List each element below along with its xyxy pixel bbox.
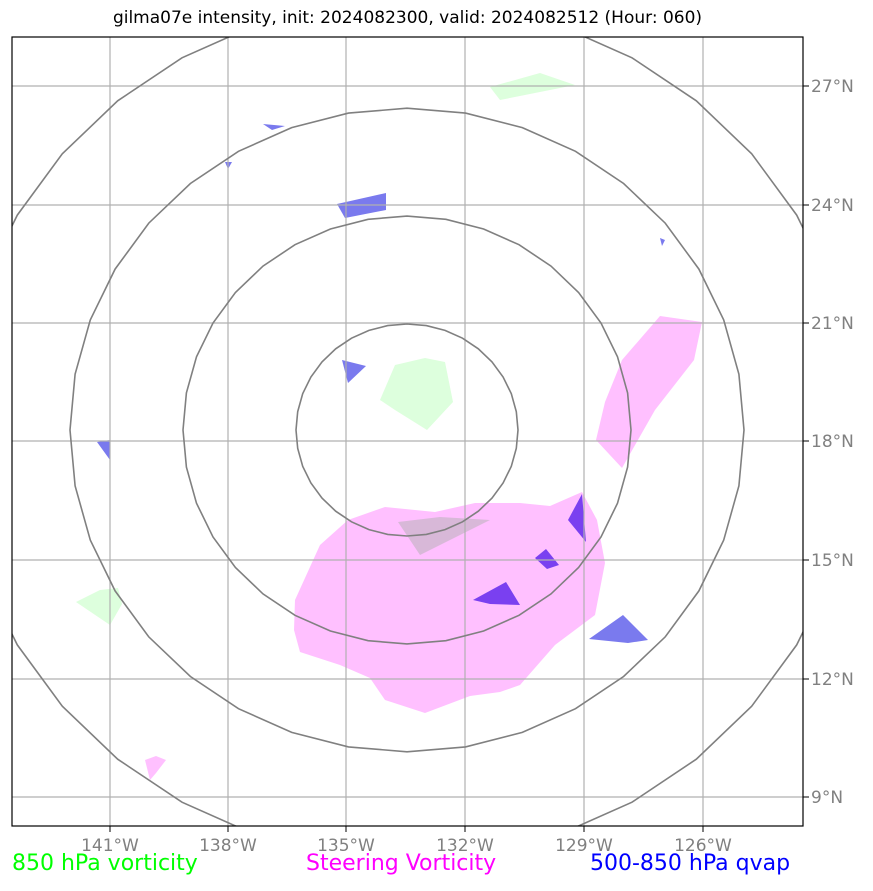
range-ring	[12, 37, 803, 826]
qvap-area	[473, 582, 520, 605]
qvap-area	[263, 124, 285, 130]
lat-tick-label: 9°N	[811, 788, 843, 808]
vorticity-850-area	[380, 358, 453, 430]
range-ring	[182, 215, 632, 645]
lat-tick-label: 15°N	[811, 551, 854, 571]
steering-vorticity-areas	[145, 316, 702, 780]
range-rings	[12, 37, 803, 826]
lon-tick-label: 126°W	[674, 836, 732, 856]
qvap-area	[535, 549, 559, 569]
chart-title: gilma07e intensity, init: 2024082300, va…	[112, 8, 703, 28]
steering-overlap	[398, 517, 490, 555]
qvap-area	[97, 440, 110, 460]
qvap-area	[589, 615, 648, 643]
lon-tick-label: 138°W	[199, 836, 257, 856]
steering-vorticity-area	[596, 316, 702, 468]
map-gridlines	[12, 37, 803, 826]
range-ring	[69, 107, 745, 753]
legend-850-vorticity: 850 hPa vorticity	[12, 851, 198, 876]
lat-tick-label: 24°N	[811, 196, 854, 216]
lon-tick-label: 129°W	[555, 836, 613, 856]
qvap-area	[342, 360, 366, 383]
lat-tick-label: 18°N	[811, 432, 854, 452]
lon-tick-label: 135°W	[317, 836, 375, 856]
lon-tick-label: 141°W	[81, 836, 139, 856]
steering-vorticity-area	[145, 756, 166, 780]
qvap-area	[568, 494, 586, 542]
lon-tick-label: 132°W	[436, 836, 494, 856]
legend-qvap: 500-850 hPa qvap	[590, 851, 791, 876]
lat-tick-label: 21°N	[811, 314, 854, 334]
range-ring	[295, 323, 519, 537]
plot-frame	[11, 36, 804, 827]
qvap-area	[660, 238, 665, 246]
vorticity-850-area	[76, 588, 122, 625]
lat-tick-label: 12°N	[811, 670, 854, 690]
lon-tick-labels: 141°W 138°W 135°W 132°W 129°W 126°W	[81, 836, 732, 856]
tick-marks	[109, 85, 809, 832]
legend-steering-vorticity: Steering Vorticity	[306, 851, 497, 876]
steering-vorticity-area	[294, 492, 605, 713]
lat-tick-label: 27°N	[811, 77, 854, 97]
lat-tick-labels: 27°N 24°N 21°N 18°N 15°N 12°N 9°N	[811, 77, 854, 808]
